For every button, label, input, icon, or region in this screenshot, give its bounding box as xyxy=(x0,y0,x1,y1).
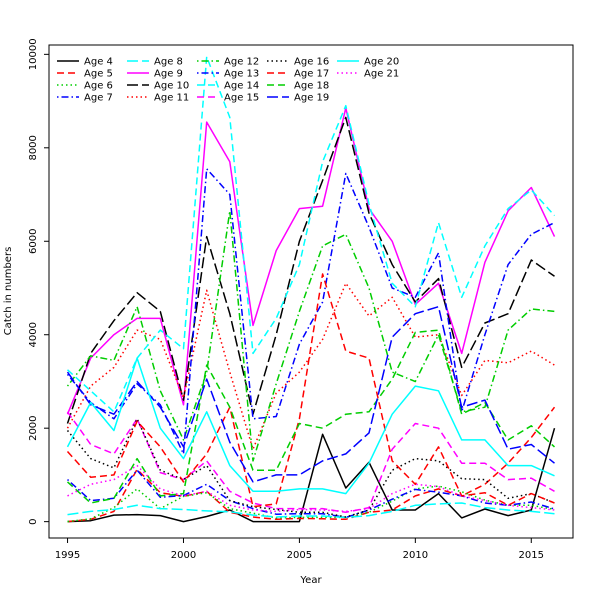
y-tick-label: 8000 xyxy=(28,135,39,160)
series-line-age-10 xyxy=(66,116,555,424)
legend-label: Age 16 xyxy=(294,57,329,68)
legend-label: Age 17 xyxy=(294,69,329,80)
legend-label: Age 5 xyxy=(84,69,113,80)
series-line-age-15 xyxy=(66,411,555,514)
series-line-age-19 xyxy=(66,305,555,483)
x-tick-label: 1995 xyxy=(55,550,80,561)
y-tick-label: 2000 xyxy=(28,415,39,440)
plot-area-frame xyxy=(48,44,574,539)
legend-label: Age 12 xyxy=(224,57,259,68)
series-line-age-7 xyxy=(66,469,555,519)
y-axis: 0 2000 4000 6000 8000 10000 xyxy=(28,38,49,525)
x-axis-label: Year xyxy=(299,575,322,586)
legend-label: Age 9 xyxy=(154,69,183,80)
legend-label: Age 14 xyxy=(224,81,259,92)
legend-label: Age 15 xyxy=(224,93,259,104)
series-line-age-17 xyxy=(66,273,555,508)
legend-label: Age 20 xyxy=(364,57,399,68)
legend-label: Age 8 xyxy=(154,57,183,68)
legend-label: Age 7 xyxy=(84,93,113,104)
series-lines xyxy=(66,55,556,523)
series-line-age-5 xyxy=(67,406,556,523)
series-line-age-8 xyxy=(67,502,555,519)
legend-label: Age 11 xyxy=(154,93,189,104)
x-tick-label: 2005 xyxy=(287,550,312,561)
legend-label: Age 4 xyxy=(84,57,113,68)
series-line-age-18 xyxy=(66,329,556,504)
legend-label: Age 21 xyxy=(364,69,399,80)
x-tick-label: 2015 xyxy=(519,550,544,561)
x-tick-label: 2000 xyxy=(171,550,196,561)
y-tick-label: 10000 xyxy=(28,38,39,70)
legend-label: Age 13 xyxy=(224,69,259,80)
y-tick-label: 4000 xyxy=(28,322,39,347)
series-line-age-21 xyxy=(67,464,555,513)
series-line-age-9 xyxy=(66,107,556,415)
x-tick-label: 2010 xyxy=(403,550,428,561)
y-axis-label: Catch in numbers xyxy=(3,247,14,336)
x-axis: 1995 2000 2005 2010 2015 xyxy=(55,538,544,561)
y-tick-label: 6000 xyxy=(28,229,39,254)
legend-label: Age 6 xyxy=(84,81,113,92)
series-line-age-20 xyxy=(66,357,555,495)
series-line-age-14 xyxy=(66,55,556,413)
legend-label: Age 18 xyxy=(294,81,329,92)
series-line-age-4 xyxy=(67,427,556,523)
legend-label: Age 19 xyxy=(294,93,329,104)
legend-label: Age 10 xyxy=(154,81,189,92)
y-tick-label: 0 xyxy=(28,518,39,524)
series-line-age-12 xyxy=(66,210,555,462)
